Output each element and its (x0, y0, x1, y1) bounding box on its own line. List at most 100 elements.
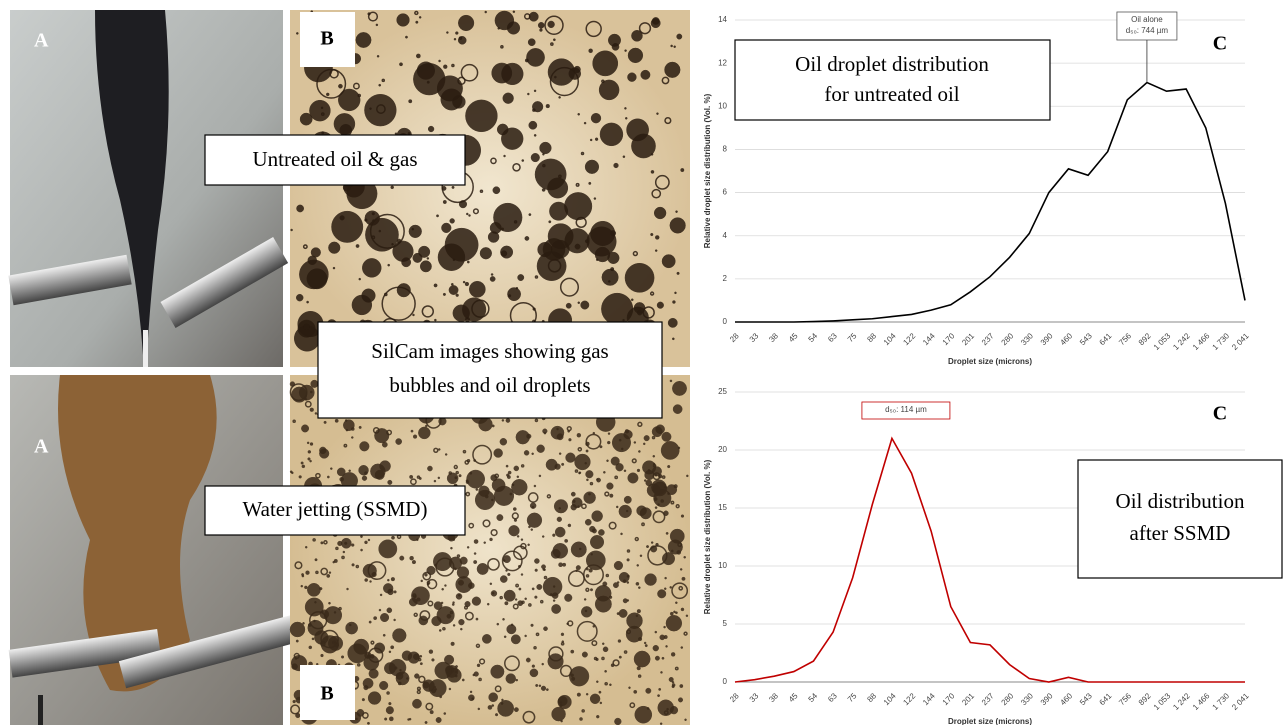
droplet (412, 313, 415, 317)
droplet (367, 721, 370, 725)
droplet (352, 82, 360, 90)
droplet (664, 587, 667, 590)
droplet (349, 623, 352, 627)
droplet (501, 698, 504, 702)
droplet (548, 220, 552, 224)
droplet (336, 467, 346, 477)
droplet (361, 712, 369, 719)
droplet (636, 666, 641, 671)
oil-plume (95, 10, 169, 355)
droplet (680, 514, 685, 518)
droplet (441, 587, 444, 591)
droplet (489, 537, 493, 542)
droplet (431, 658, 435, 662)
droplet (419, 662, 423, 666)
droplet (465, 99, 498, 133)
droplet (655, 424, 665, 434)
droplet (646, 707, 650, 710)
droplet (515, 430, 530, 445)
droplet (388, 702, 392, 706)
droplet (534, 418, 539, 423)
droplet (529, 502, 537, 509)
droplet (675, 611, 678, 615)
droplet (529, 668, 539, 678)
droplet (301, 573, 305, 576)
droplet (513, 465, 520, 472)
droplet (542, 576, 563, 597)
droplet (455, 665, 458, 669)
droplet (664, 61, 681, 78)
droplet (314, 558, 318, 562)
droplet (636, 468, 641, 473)
droplet (650, 541, 654, 544)
droplet (418, 426, 431, 440)
droplet (612, 659, 620, 667)
droplet (680, 646, 684, 649)
droplet (601, 268, 619, 286)
droplet (578, 471, 581, 475)
droplet (643, 641, 647, 645)
droplet (387, 479, 393, 485)
droplet (359, 441, 370, 452)
droplet (581, 606, 593, 618)
droplet (333, 611, 337, 614)
droplet (364, 578, 368, 582)
droplet (413, 594, 417, 599)
droplet (528, 213, 532, 217)
droplet (644, 573, 657, 586)
droplet (413, 612, 418, 618)
droplet (533, 484, 537, 488)
droplet (387, 588, 394, 596)
droplet (497, 27, 500, 30)
droplet (434, 688, 438, 691)
droplet (491, 62, 513, 84)
droplet (372, 219, 376, 223)
droplet (658, 687, 662, 691)
droplet (585, 587, 590, 592)
droplet (371, 212, 375, 216)
droplet (427, 600, 434, 607)
droplet (478, 485, 490, 497)
droplet (608, 280, 611, 283)
droplet (309, 407, 314, 412)
droplet (626, 599, 630, 602)
droplet (341, 655, 345, 659)
droplet (569, 666, 590, 687)
droplet (523, 13, 531, 20)
droplet (661, 552, 675, 566)
droplet (651, 435, 656, 440)
droplet (490, 664, 505, 679)
droplet (604, 669, 607, 673)
droplet (626, 118, 649, 142)
droplet (502, 92, 514, 104)
droplet (290, 228, 293, 232)
droplet (558, 96, 561, 99)
y-axis-title: Relative droplet size distribution (Vol.… (703, 459, 712, 614)
droplet (370, 640, 375, 645)
droplet (633, 689, 638, 694)
droplet (446, 31, 449, 34)
droplet (625, 117, 628, 120)
droplet (302, 244, 308, 250)
droplet (512, 163, 521, 172)
droplet (356, 663, 361, 667)
droplet (301, 464, 306, 469)
droplet (346, 587, 349, 591)
droplet (570, 541, 587, 558)
droplet (307, 255, 317, 266)
droplet (380, 612, 390, 623)
droplet (620, 447, 624, 451)
droplet (626, 549, 631, 553)
droplet (455, 31, 459, 35)
droplet (296, 293, 304, 302)
droplet (304, 585, 308, 590)
droplet (542, 428, 548, 434)
annotation: bubbles and oil droplets (389, 373, 590, 397)
droplet (618, 609, 628, 618)
droplet (585, 567, 589, 571)
droplet (524, 634, 527, 638)
droplet (530, 623, 534, 627)
droplet (593, 656, 598, 661)
droplet (623, 429, 633, 440)
